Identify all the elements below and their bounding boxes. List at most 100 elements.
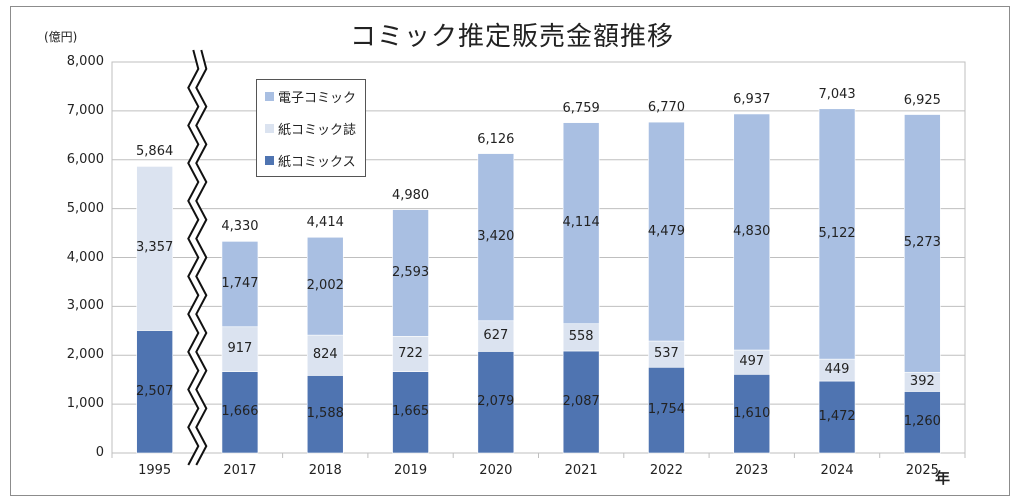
- x-tick-label: 2025: [905, 463, 939, 478]
- segment-label: 2,087: [562, 393, 600, 409]
- x-tick-label: 2017: [223, 463, 257, 478]
- total-label: 6,925: [903, 92, 941, 108]
- bar-segment: [136, 330, 173, 454]
- bar-segment: [648, 366, 685, 454]
- segment-label: 1,588: [306, 406, 344, 422]
- bar-segment: [733, 113, 771, 351]
- legend-entry-digital: 電子コミック: [265, 88, 357, 106]
- bar-segment: [818, 108, 856, 360]
- bar-segment: [221, 241, 259, 328]
- segment-label: 1,472: [818, 409, 856, 425]
- x-tick-label: 2020: [479, 463, 513, 478]
- legend-swatch-comics: [265, 155, 274, 165]
- total-label: 4,414: [306, 215, 344, 231]
- y-tick-label: 1,000: [66, 396, 104, 412]
- segment-label: 1,260: [903, 414, 941, 430]
- segment-label: 3,420: [477, 229, 515, 245]
- x-tick-label: 2018: [308, 463, 342, 478]
- bar-segment: [648, 340, 685, 368]
- segment-label: 1,665: [391, 404, 430, 420]
- bar-segment: [733, 374, 771, 454]
- legend-entry-comics: 紙コミックス: [265, 152, 356, 170]
- y-tick-label: 7,000: [66, 102, 104, 118]
- segment-label: 497: [739, 354, 765, 370]
- x-tick-label: 2022: [649, 463, 683, 478]
- segment-label: 1,754: [647, 402, 686, 418]
- segment-label: 5,122: [818, 225, 856, 241]
- segment-label: 558: [568, 329, 594, 345]
- segment-label: 917: [227, 341, 253, 357]
- segment-label: 449: [824, 362, 850, 378]
- segment-label: 537: [654, 346, 679, 362]
- y-tick-label: 0: [95, 445, 104, 460]
- total-label: 5,864: [136, 144, 174, 160]
- y-tick-label: 4,000: [66, 249, 104, 265]
- segment-label: 4,479: [647, 223, 686, 239]
- bar-segment: [221, 371, 259, 454]
- y-tick-label: 6,000: [66, 151, 104, 167]
- bar-segment: [306, 236, 344, 336]
- x-tick-label: 2019: [394, 463, 428, 478]
- bar-segment: [477, 320, 515, 352]
- segment-label: 3,357: [136, 240, 174, 256]
- bar-segment: [306, 334, 344, 376]
- axis-break-fill: [187, 48, 208, 468]
- total-label: 7,043: [818, 86, 856, 102]
- bar-segment: [392, 336, 429, 372]
- segment-label: 4,114: [562, 215, 600, 231]
- bar-segment: [136, 166, 173, 331]
- bar-segment: [562, 122, 600, 325]
- segment-label: 392: [909, 373, 935, 389]
- bar-segment: [221, 326, 259, 372]
- legend-label-comics: 紙コミックス: [278, 154, 356, 170]
- y-tick-label: 2,000: [66, 347, 104, 363]
- x-tick-label: 2021: [564, 463, 598, 478]
- segment-label: 1,610: [733, 405, 771, 421]
- legend: 電子コミック 紙コミック誌 紙コミックス: [256, 79, 366, 177]
- segment-label: 2,593: [391, 264, 430, 280]
- bar-segment: [392, 371, 429, 454]
- y-unit-label: (億円): [44, 30, 78, 44]
- bar-segment: [392, 209, 429, 337]
- segment-label: 5,273: [903, 235, 941, 251]
- axis-break-line: [195, 49, 208, 466]
- total-label: 6,937: [733, 91, 771, 107]
- bar-segment: [733, 349, 771, 375]
- y-tick-label: 5,000: [66, 200, 104, 216]
- bar-segment: [477, 153, 515, 322]
- legend-label-magazine: 紙コミック誌: [278, 122, 357, 138]
- bar-segment: [562, 350, 600, 454]
- segment-label: 2,002: [306, 278, 344, 294]
- total-label: 6,126: [477, 131, 515, 147]
- x-tick-label: 2023: [735, 463, 769, 478]
- y-tick-label: 3,000: [66, 298, 104, 314]
- segment-label: 4,830: [733, 223, 771, 239]
- total-label: 6,770: [647, 100, 686, 116]
- chart-title: コミック推定販売金額推移: [349, 22, 674, 52]
- year-suffix: 年: [935, 469, 951, 487]
- legend-swatch-digital: [265, 91, 274, 101]
- total-label: 4,330: [221, 219, 259, 235]
- axis-break-line: [187, 49, 200, 466]
- y-tick-label: 8,000: [66, 54, 104, 69]
- x-tick-label: 1995: [138, 463, 172, 478]
- segment-label: 627: [483, 328, 509, 344]
- segment-label: 2,507: [136, 383, 174, 399]
- segment-label: 722: [398, 345, 423, 361]
- total-label: 4,980: [391, 187, 430, 203]
- bar-segment: [562, 323, 600, 352]
- legend-entry-magazine: 紙コミック誌: [265, 120, 357, 138]
- x-tick-label: 2024: [820, 463, 854, 478]
- legend-label-digital: 電子コミック: [278, 90, 357, 106]
- bar-segment: [818, 380, 856, 454]
- segment-label: 2,079: [477, 394, 515, 410]
- segment-label: 1,747: [221, 276, 259, 292]
- total-label: 6,759: [562, 100, 600, 116]
- bar-segment: [648, 121, 685, 342]
- segment-label: 1,666: [221, 404, 259, 420]
- legend-swatch-magazine: [265, 123, 274, 133]
- bar-segment: [904, 114, 941, 373]
- segment-label: 824: [312, 347, 338, 363]
- bar-segment: [477, 351, 515, 454]
